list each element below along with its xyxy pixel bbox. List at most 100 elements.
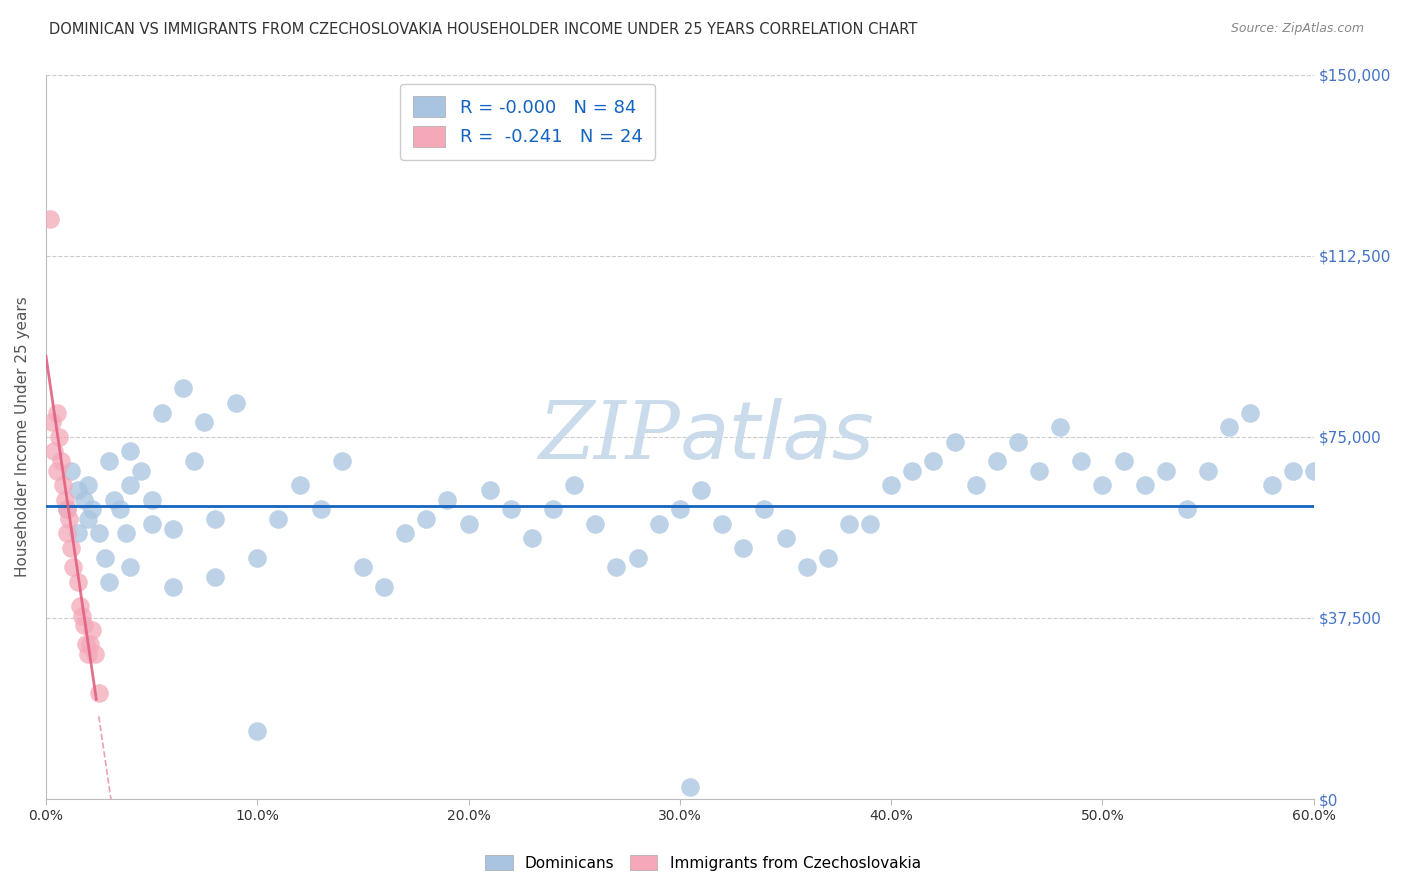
Point bbox=[457, 516, 479, 531]
Point bbox=[52, 478, 75, 492]
Point bbox=[225, 396, 247, 410]
Point bbox=[965, 478, 987, 492]
Point bbox=[120, 560, 142, 574]
Point bbox=[1302, 464, 1324, 478]
Point bbox=[108, 502, 131, 516]
Point bbox=[605, 560, 627, 574]
Point bbox=[66, 574, 89, 589]
Point bbox=[775, 531, 797, 545]
Point bbox=[922, 454, 945, 468]
Point bbox=[120, 444, 142, 458]
Point bbox=[1007, 434, 1029, 449]
Point bbox=[48, 430, 70, 444]
Point bbox=[172, 382, 194, 396]
Point bbox=[70, 608, 93, 623]
Point bbox=[1175, 502, 1198, 516]
Point bbox=[754, 502, 776, 516]
Point bbox=[115, 526, 138, 541]
Point bbox=[943, 434, 966, 449]
Text: DOMINICAN VS IMMIGRANTS FROM CZECHOSLOVAKIA HOUSEHOLDER INCOME UNDER 25 YEARS CO: DOMINICAN VS IMMIGRANTS FROM CZECHOSLOVA… bbox=[49, 22, 918, 37]
Point bbox=[162, 580, 184, 594]
Point bbox=[583, 516, 606, 531]
Point bbox=[1218, 420, 1240, 434]
Point bbox=[267, 512, 290, 526]
Point bbox=[520, 531, 543, 545]
Point bbox=[83, 647, 105, 661]
Point bbox=[77, 512, 100, 526]
Point bbox=[82, 502, 104, 516]
Point bbox=[1049, 420, 1071, 434]
Point bbox=[1112, 454, 1135, 468]
Point bbox=[193, 415, 215, 429]
Point bbox=[53, 492, 76, 507]
Point bbox=[66, 526, 89, 541]
Point bbox=[162, 522, 184, 536]
Point bbox=[75, 638, 97, 652]
Point bbox=[711, 516, 734, 531]
Point bbox=[66, 483, 89, 497]
Point bbox=[436, 492, 458, 507]
Text: Source: ZipAtlas.com: Source: ZipAtlas.com bbox=[1230, 22, 1364, 36]
Point bbox=[183, 454, 205, 468]
Point bbox=[73, 492, 96, 507]
Point bbox=[98, 454, 121, 468]
Point bbox=[56, 502, 79, 516]
Point bbox=[82, 623, 104, 637]
Point bbox=[1239, 406, 1261, 420]
Point bbox=[60, 464, 83, 478]
Point bbox=[541, 502, 564, 516]
Point bbox=[56, 502, 79, 516]
Point bbox=[56, 526, 79, 541]
Point bbox=[679, 780, 702, 794]
Point bbox=[986, 454, 1008, 468]
Point bbox=[1260, 478, 1282, 492]
Point bbox=[394, 526, 416, 541]
Point bbox=[817, 550, 839, 565]
Point bbox=[309, 502, 332, 516]
Point bbox=[1091, 478, 1114, 492]
Point bbox=[77, 478, 100, 492]
Point bbox=[49, 454, 72, 468]
Point bbox=[69, 599, 91, 613]
Y-axis label: Householder Income Under 25 years: Householder Income Under 25 years bbox=[15, 296, 30, 577]
Text: ZIP: ZIP bbox=[538, 398, 681, 475]
Point bbox=[1070, 454, 1092, 468]
Point bbox=[58, 512, 80, 526]
Point bbox=[62, 560, 84, 574]
Point bbox=[77, 647, 100, 661]
Point bbox=[288, 478, 311, 492]
Point bbox=[87, 526, 110, 541]
Point bbox=[733, 541, 755, 555]
Point bbox=[45, 464, 67, 478]
Point bbox=[859, 516, 882, 531]
Point bbox=[562, 478, 585, 492]
Point bbox=[880, 478, 903, 492]
Point bbox=[204, 570, 226, 584]
Point bbox=[1028, 464, 1050, 478]
Point bbox=[1154, 464, 1177, 478]
Point bbox=[626, 550, 648, 565]
Point bbox=[499, 502, 522, 516]
Point bbox=[330, 454, 353, 468]
Point bbox=[73, 618, 96, 632]
Point bbox=[415, 512, 437, 526]
Point bbox=[44, 444, 66, 458]
Point bbox=[1133, 478, 1156, 492]
Point bbox=[669, 502, 692, 516]
Point bbox=[246, 724, 269, 739]
Legend: Dominicans, Immigrants from Czechoslovakia: Dominicans, Immigrants from Czechoslovak… bbox=[477, 846, 929, 880]
Point bbox=[204, 512, 226, 526]
Legend: R = -0.000   N = 84, R =  -0.241   N = 24: R = -0.000 N = 84, R = -0.241 N = 24 bbox=[401, 84, 655, 160]
Point bbox=[120, 478, 142, 492]
Point bbox=[373, 580, 395, 594]
Point bbox=[45, 406, 67, 420]
Point bbox=[94, 550, 117, 565]
Point bbox=[150, 406, 173, 420]
Point bbox=[141, 492, 163, 507]
Point bbox=[1281, 464, 1303, 478]
Point bbox=[141, 516, 163, 531]
Point bbox=[60, 541, 83, 555]
Point bbox=[690, 483, 713, 497]
Point bbox=[1197, 464, 1219, 478]
Point bbox=[129, 464, 152, 478]
